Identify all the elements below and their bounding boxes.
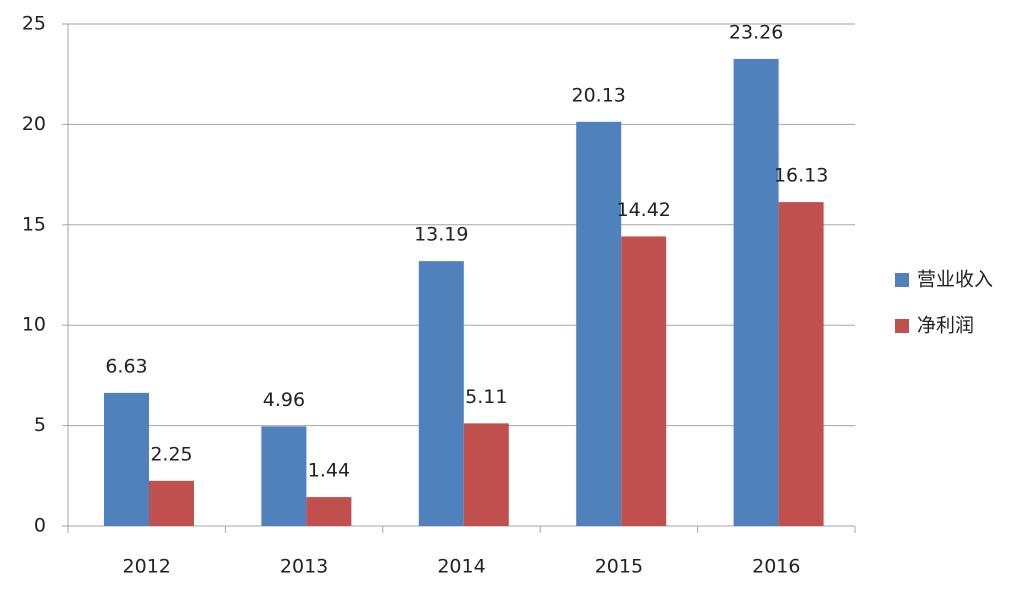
data-label: 14.42 (616, 199, 670, 221)
data-label: 2.25 (150, 443, 192, 465)
data-label: 16.13 (774, 165, 828, 187)
data-label: 20.13 (571, 84, 625, 106)
data-label: 4.96 (263, 389, 305, 411)
x-tick-label: 2012 (123, 556, 171, 578)
legend-swatch (895, 273, 909, 287)
legend-label: 营业收入 (917, 269, 993, 291)
x-tick-label: 2014 (437, 556, 485, 578)
bar (463, 423, 509, 526)
y-tick-label: 20 (22, 113, 46, 135)
bar (149, 480, 194, 526)
x-tick-label: 2013 (280, 556, 328, 578)
y-tick-label: 0 (34, 515, 46, 537)
bar (306, 497, 352, 526)
bar (261, 426, 307, 526)
bar (621, 236, 667, 526)
y-tick-label: 5 (34, 414, 46, 436)
bar (418, 261, 464, 526)
bar (576, 121, 622, 526)
x-tick-label: 2015 (595, 556, 643, 578)
y-tick-label: 15 (22, 213, 46, 235)
y-tick-label: 25 (22, 13, 46, 35)
data-label: 1.44 (308, 460, 350, 482)
legend-swatch (895, 319, 909, 333)
data-label: 23.26 (729, 21, 783, 43)
bar (778, 202, 824, 526)
legend-label: 净利润 (917, 315, 974, 337)
bar (104, 392, 149, 526)
y-tick-label: 10 (22, 314, 46, 336)
data-label: 13.19 (414, 224, 468, 246)
data-label: 6.63 (105, 355, 147, 377)
data-label: 5.11 (465, 386, 507, 408)
bar (733, 58, 779, 526)
x-tick-label: 2016 (752, 556, 800, 578)
